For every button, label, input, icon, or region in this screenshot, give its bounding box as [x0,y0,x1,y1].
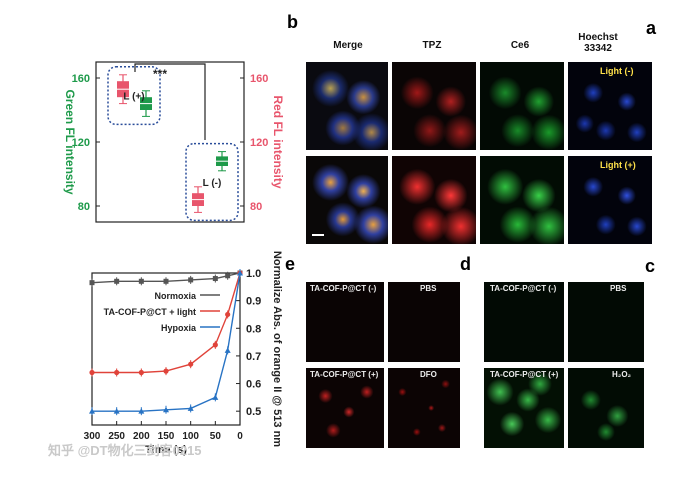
ylabel-green: Green FL intensity [63,89,77,194]
point-1 [163,368,169,374]
point-2 [138,408,145,414]
tag-light-on: Light (+) [600,160,636,170]
header-tpz: TPZ [422,40,442,51]
point-0 [114,278,120,284]
point-2 [89,408,95,414]
point-1 [89,369,95,376]
tag-d-cof-plus: TA-COF-P@CT (+) [310,370,379,379]
micro-ce6-light-off [480,62,564,150]
ytick-label: 0.8 [246,323,261,335]
ylabel: Normalize Abs. of orange II @ 513 nm [271,251,283,447]
sig-label: *** [153,67,167,81]
tag-c-h2o2: H₂O₂ [612,370,632,379]
point-1 [188,361,194,367]
micro-merge-light-off [306,62,388,150]
xtick-label: 250 [108,431,125,442]
ytick-label: 1.0 [246,268,261,280]
scale-bar [312,234,324,236]
sig-bracket [134,63,206,140]
micro-c-cof-plus [484,368,564,448]
point-2 [224,347,231,353]
tag-c-pbs: PBS [610,284,627,293]
legend-label-0: Normoxia [154,291,197,301]
panel-label-e: e [285,254,296,274]
point-2 [163,406,169,413]
xtick-label: 0 [237,431,243,442]
point-1 [114,369,120,376]
micro-d-cof-plus [306,368,384,448]
header-hoechst: Hoechst 33342 [578,32,618,54]
point-2 [212,394,219,400]
ytick-green: 160 [72,73,90,85]
point-1 [212,342,218,348]
micro-c-h2o2 [568,368,644,448]
point-2 [237,270,243,276]
point-2 [187,405,194,411]
tag-d-dfo: DFO [420,370,437,379]
ytick-label: 0.6 [246,379,261,391]
point-1 [138,369,144,376]
micro-c-pbs [568,282,644,362]
ytick-green: 120 [72,137,90,149]
point-0 [212,276,218,282]
orange-abs-chart: 0 50 100 150 200 250 300 0.5 0.6 0.7 0.8 0.9 1.0 Time… [84,251,283,456]
ytick-red: 160 [250,73,268,85]
ytick-label: 0.7 [246,351,261,363]
group-label-0: L (+) [123,92,144,103]
header-ce6: Ce6 [510,40,530,51]
xtick-label: 300 [84,431,101,442]
xtick-label: 150 [158,431,175,442]
point-2 [113,408,120,414]
panel-label-a: a [646,18,657,38]
watermark: 知乎 @DT物化三剑客0215 [48,443,202,458]
scale-bar-d [312,452,328,454]
header-merge: Merge [333,40,363,51]
xtick-label: 200 [133,431,150,442]
ylabel-red: Red FL intensity [271,95,285,188]
group-outline-0 [107,66,161,126]
xtick-label: 100 [182,431,199,442]
micro-merge-light-on [306,156,388,244]
ytick-label: 0.5 [246,406,261,418]
micro-tpz-light-off [392,62,476,150]
ytick-green: 80 [78,201,90,213]
ytick-label: 0.9 [246,296,261,308]
point-0 [138,278,144,284]
fl-intensity-chart: 80 80 120 120 160 160 Green FL intensity Red FL… [63,61,285,223]
micro-ce6-light-on [480,156,564,244]
point-0 [188,277,194,283]
panel-label-c: c [645,256,656,276]
legend-label-1: TA-COF-P@CT + light [104,307,196,317]
tag-d-cof-minus: TA-COF-P@CT (-) [310,284,377,293]
xtick-label: 50 [210,431,222,442]
panel-label-b: b [287,12,298,32]
group-outline-1 [185,142,239,222]
legend-label-2: Hypoxia [161,323,197,333]
point-1 [225,311,231,318]
series-line-1 [92,272,241,374]
point-0 [225,273,231,279]
micro-d-dfo [388,368,460,448]
tag-c-cof-minus: TA-COF-P@CT (-) [490,284,557,293]
point-0 [163,278,169,284]
micro-c-cof-minus [484,282,564,362]
point-0 [89,280,95,286]
tag-c-cof-plus: TA-COF-P@CT (+) [490,370,559,379]
group-label-1: L (-) [203,178,222,189]
scale-bar-c [490,452,502,454]
tag-light-off: Light (-) [600,66,634,76]
micro-d-pbs [388,282,460,362]
tag-d-pbs: PBS [420,284,437,293]
micro-d-cof-minus [306,282,384,362]
micro-hoechst-light-off [568,62,652,150]
xlabel: Time (s) [145,444,187,456]
micro-hoechst-light-on [568,156,652,244]
series-line-2 [92,272,241,412]
ytick-red: 80 [250,201,262,213]
panel-label-d: d [460,254,471,274]
micro-tpz-light-on [392,156,476,244]
ytick-red: 120 [250,137,268,149]
